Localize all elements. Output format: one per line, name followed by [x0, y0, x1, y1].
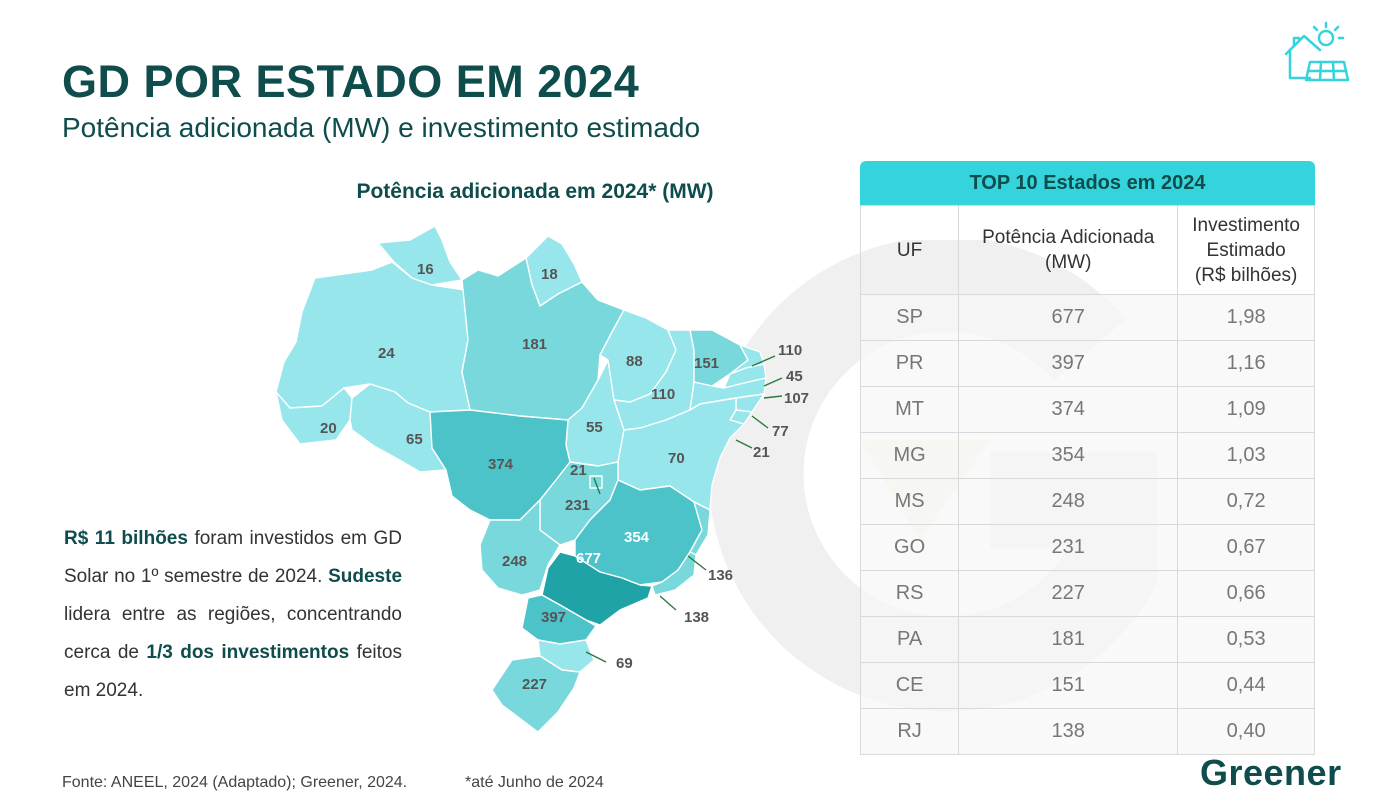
summary-text-3: feitos em 2024.	[64, 642, 402, 701]
table-row: PA 181 0,53	[859, 616, 1315, 663]
table-row: RJ 138 0,40	[859, 708, 1315, 755]
table-row: MS 248 0,72	[859, 478, 1315, 525]
cell-uf: GO	[859, 524, 960, 571]
cell-investment: 0,66	[1177, 570, 1315, 617]
cell-uf: PA	[859, 616, 960, 663]
brazil-map: 16 18 24 181 88 151 110 55 20 65 374 70 …	[275, 225, 809, 733]
top10-table: TOP 10 Estados em 2024 UF Potência Adici…	[859, 161, 1315, 755]
state-MS	[479, 499, 561, 596]
state-AL	[735, 393, 765, 413]
map-label-pr: 397	[541, 609, 566, 626]
cell-uf: SP	[859, 294, 960, 341]
map-label-pb: 45	[786, 368, 803, 385]
page-subtitle: Potência adicionada (MW) e investimento …	[62, 112, 701, 143]
map-label-to: 55	[586, 419, 603, 436]
cell-power: 248	[958, 478, 1179, 525]
table-row: GO 231 0,67	[859, 524, 1315, 571]
map-label-rs: 227	[522, 676, 547, 693]
cell-uf: RS	[859, 570, 960, 617]
map-label-al: 77	[772, 423, 789, 440]
column-header-investment: Investimento Estimado (R$ bilhões)	[1177, 205, 1315, 295]
map-label-go: 231	[565, 497, 590, 514]
cell-power: 138	[958, 708, 1179, 755]
cell-uf: MT	[859, 386, 960, 433]
map-label-ma: 88	[626, 353, 643, 370]
source-note: Fonte: ANEEL, 2024 (Adaptado); Greener, …	[62, 774, 408, 791]
column-header-power: Potência Adicionada (MW)	[958, 205, 1179, 295]
table-header-row: UF Potência Adicionada (MW) Investimento…	[859, 205, 1315, 295]
table-row: PR 397 1,16	[859, 340, 1315, 387]
table-row: MT 374 1,09	[859, 386, 1315, 433]
state-RR	[377, 225, 463, 286]
brand-logo: Greener	[1200, 752, 1342, 793]
map-label-ro: 65	[406, 431, 423, 448]
state-PR	[521, 594, 597, 645]
cell-investment: 0,67	[1177, 524, 1315, 571]
map-label-pa: 181	[522, 336, 547, 353]
cell-power: 397	[958, 340, 1179, 387]
summary-text-2: lidera entre as regiões, concentrando ce…	[64, 604, 402, 663]
cell-power: 227	[958, 570, 1179, 617]
cell-investment: 0,53	[1177, 616, 1315, 663]
map-label-ce: 151	[694, 355, 719, 372]
cell-uf: MS	[859, 478, 960, 525]
cell-power: 374	[958, 386, 1179, 433]
page-title: GD POR ESTADO EM 2024	[62, 56, 640, 107]
map-label-sc: 69	[616, 655, 633, 672]
table-row: SP 677 1,98	[859, 294, 1315, 341]
map-label-ba: 70	[668, 450, 685, 467]
cell-investment: 0,44	[1177, 662, 1315, 709]
map-label-rj: 138	[684, 609, 709, 626]
solar-house-icon	[1284, 21, 1350, 82]
table-row: CE 151 0,44	[859, 662, 1315, 709]
cell-investment: 0,72	[1177, 478, 1315, 525]
cell-investment: 1,98	[1177, 294, 1315, 341]
summary-share: 1/3 dos investimentos	[146, 642, 350, 663]
cell-investment: 0,40	[1177, 708, 1315, 755]
cell-investment: 1,03	[1177, 432, 1315, 479]
map-label-sp: 677	[576, 550, 601, 567]
cell-investment: 1,09	[1177, 386, 1315, 433]
map-label-pe: 107	[784, 390, 809, 407]
cell-uf: CE	[859, 662, 960, 709]
state-RS	[491, 655, 581, 733]
map-label-ac: 20	[320, 420, 337, 437]
map-label-mt: 374	[488, 456, 514, 473]
cell-power: 354	[958, 432, 1179, 479]
map-label-es: 136	[708, 567, 733, 584]
summary-region: Sudeste	[328, 566, 403, 587]
cell-power: 677	[958, 294, 1179, 341]
cell-power: 151	[958, 662, 1179, 709]
map-label-se: 21	[753, 444, 770, 461]
summary-text: R$ 11 bilhões foram investidos em GD Sol…	[64, 520, 402, 710]
map-label-ap: 18	[541, 266, 558, 283]
cell-uf: RJ	[859, 708, 960, 755]
map-label-rn: 110	[778, 342, 802, 359]
map-label-rr: 16	[417, 261, 434, 278]
map-label-am: 24	[378, 345, 395, 362]
table-row: RS 227 0,66	[859, 570, 1315, 617]
cell-uf: MG	[859, 432, 960, 479]
state-RJ	[651, 551, 697, 596]
map-title: Potência adicionada em 2024* (MW)	[356, 180, 714, 203]
map-label-df: 21	[570, 462, 587, 479]
summary-amount: R$ 11 bilhões	[64, 528, 188, 549]
map-label-pi: 110	[651, 386, 675, 403]
cell-power: 231	[958, 524, 1179, 571]
table-body: SP 677 1,98 PR 397 1,16 MT 374 1,09 MG 354 1,03 MS 24…	[859, 294, 1315, 755]
table-title: TOP 10 Estados em 2024	[860, 161, 1315, 205]
map-label-ms: 248	[502, 553, 527, 570]
cell-uf: PR	[859, 340, 960, 387]
map-label-mg: 354	[624, 529, 650, 546]
cell-investment: 1,16	[1177, 340, 1315, 387]
summary-text-1: foram investidos em GD Solar no 1º semes…	[64, 528, 402, 587]
cell-power: 181	[958, 616, 1179, 663]
state-RO	[349, 383, 447, 473]
footnote: *até Junho de 2024	[465, 774, 604, 791]
column-header-uf: UF	[859, 205, 960, 295]
table-row: MG 354 1,03	[859, 432, 1315, 479]
